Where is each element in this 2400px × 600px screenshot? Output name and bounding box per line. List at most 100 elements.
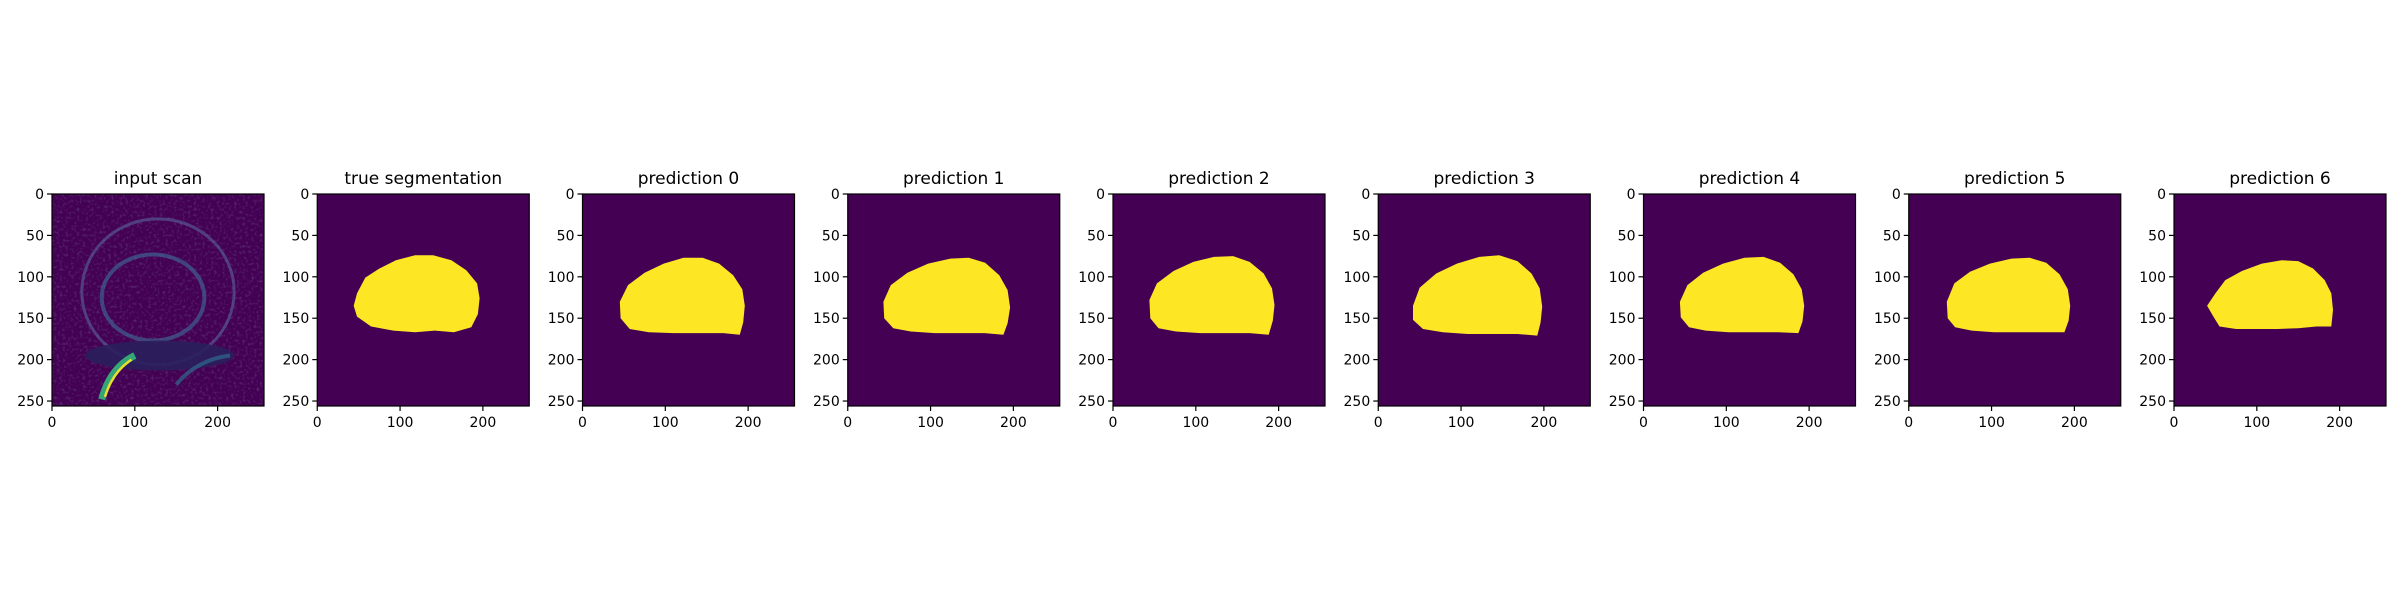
x-tick-label: 0	[1904, 415, 1913, 431]
segmentation-mask	[883, 257, 1011, 335]
y-tick-label: 50	[557, 228, 575, 244]
y-tick-label: 250	[2139, 394, 2166, 410]
x-tick-label: 0	[2170, 415, 2179, 431]
x-tick-label: 100	[2243, 415, 2270, 431]
axes-frame	[1377, 193, 1591, 407]
y-tick-label: 150	[1078, 311, 1105, 327]
scan-dark-band	[85, 340, 235, 371]
segmentation-mask	[1149, 256, 1275, 335]
x-tick-label: 100	[917, 415, 944, 431]
segmentation-mask	[353, 255, 480, 333]
x-tick-label: 200	[470, 415, 497, 431]
y-tick-label: 100	[813, 270, 840, 286]
y-tick-label: 0	[1096, 187, 1105, 203]
panel-title: prediction 4	[1699, 169, 1801, 189]
y-tick-label: 150	[548, 311, 575, 327]
y-tick-label: 0	[1361, 187, 1370, 203]
y-tick-label: 200	[2139, 353, 2166, 369]
y-tick-label: 50	[822, 228, 840, 244]
x-tick-label: 200	[1531, 415, 1558, 431]
y-tick-label: 250	[1344, 394, 1371, 410]
y-tick-label: 0	[2157, 187, 2166, 203]
x-tick-label: 0	[48, 415, 57, 431]
axes-frame	[1908, 193, 2122, 407]
y-tick-label: 150	[1344, 311, 1371, 327]
y-tick-label: 50	[1618, 228, 1636, 244]
panel-title: prediction 3	[1433, 169, 1535, 189]
scan-bright-streak	[98, 352, 137, 401]
y-tick-label: 200	[283, 353, 310, 369]
y-tick-label: 250	[1609, 394, 1636, 410]
axes-frame	[1642, 193, 1857, 407]
y-tick-label: 100	[1609, 270, 1636, 286]
axes-frame	[1112, 193, 1326, 407]
y-tick-label: 100	[17, 270, 44, 286]
y-tick-label: 50	[2148, 228, 2166, 244]
x-tick-label: 200	[1000, 415, 1027, 431]
y-tick-label: 200	[548, 353, 575, 369]
x-tick-label: 0	[313, 415, 322, 431]
y-tick-label: 0	[831, 187, 840, 203]
panel-title: input scan	[114, 169, 203, 189]
y-tick-label: 50	[1352, 228, 1370, 244]
y-tick-label: 0	[35, 187, 44, 203]
scan-side-structure	[174, 353, 231, 386]
scan-gland-ring	[99, 252, 207, 343]
scan-image	[52, 194, 264, 406]
y-tick-label: 150	[1609, 311, 1636, 327]
y-tick-label: 100	[283, 270, 310, 286]
y-tick-label: 250	[283, 394, 310, 410]
y-tick-label: 50	[1087, 228, 1105, 244]
y-tick-label: 100	[1874, 270, 1901, 286]
panel-title: prediction 5	[1964, 169, 2066, 189]
x-tick-label: 100	[1182, 415, 1209, 431]
axes-frame	[847, 193, 1061, 407]
x-tick-label: 0	[843, 415, 852, 431]
axes-frame	[581, 193, 796, 407]
y-tick-label: 150	[2139, 311, 2166, 327]
x-tick-label: 0	[1374, 415, 1383, 431]
y-tick-label: 50	[291, 228, 309, 244]
x-tick-label: 100	[387, 415, 414, 431]
x-tick-label: 0	[1639, 415, 1648, 431]
x-tick-label: 200	[204, 415, 231, 431]
y-tick-label: 250	[1874, 394, 1901, 410]
x-tick-label: 100	[652, 415, 679, 431]
y-tick-label: 0	[1892, 187, 1901, 203]
panel-title: true segmentation	[344, 169, 502, 189]
y-tick-label: 150	[17, 311, 44, 327]
x-tick-label: 100	[1978, 415, 2005, 431]
y-tick-label: 250	[17, 394, 44, 410]
y-tick-label: 50	[1883, 228, 1901, 244]
segmentation-mask	[1413, 255, 1543, 336]
y-tick-label: 200	[1344, 353, 1371, 369]
segmentation-mask	[1946, 257, 2071, 333]
x-tick-label: 200	[2326, 415, 2353, 431]
axes-frame	[51, 193, 265, 407]
y-tick-label: 100	[1078, 270, 1105, 286]
y-tick-label: 250	[1078, 394, 1105, 410]
segmentation-mask	[2207, 260, 2333, 329]
panel-title: prediction 0	[638, 169, 740, 189]
y-tick-label: 250	[548, 394, 575, 410]
x-tick-label: 0	[578, 415, 587, 431]
panel-title: prediction 2	[1168, 169, 1270, 189]
y-tick-label: 200	[1078, 353, 1105, 369]
segmentation-mask	[619, 257, 745, 335]
y-tick-label: 250	[813, 394, 840, 410]
y-tick-label: 50	[26, 228, 44, 244]
axes-frame	[2173, 193, 2387, 407]
y-tick-label: 100	[2139, 270, 2166, 286]
x-tick-label: 200	[1796, 415, 1823, 431]
segmentation-mask	[1679, 256, 1805, 334]
y-tick-label: 0	[1627, 187, 1636, 203]
